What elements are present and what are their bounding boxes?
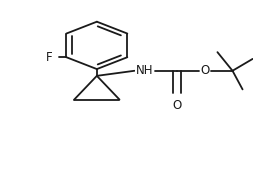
- Text: NH: NH: [136, 64, 153, 77]
- Text: F: F: [46, 51, 53, 64]
- Text: O: O: [173, 99, 182, 112]
- Text: O: O: [200, 64, 210, 77]
